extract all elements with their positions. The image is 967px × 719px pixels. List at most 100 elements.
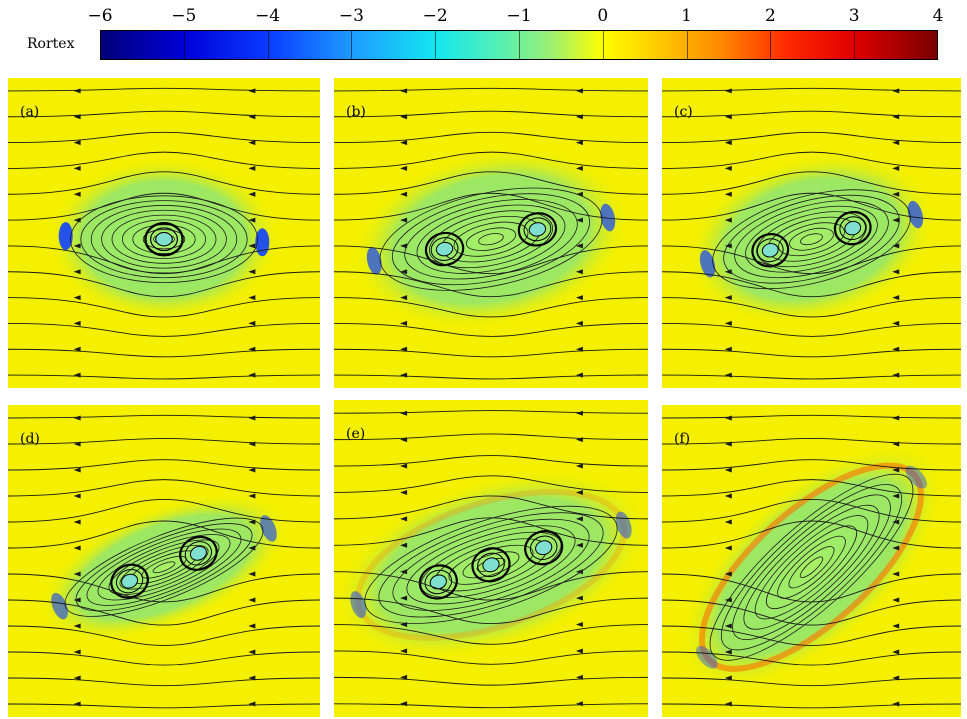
flow-arrow: [575, 569, 583, 575]
flow-arrow: [248, 623, 256, 629]
streamline: [8, 437, 320, 445]
streamline: [662, 498, 961, 523]
flow-arrow: [248, 545, 256, 551]
flow-arrow: [892, 623, 900, 629]
inner-vortex: [418, 564, 458, 600]
streamline: [334, 433, 648, 441]
colorbar-tick-label: −5: [171, 6, 197, 26]
flow-arrow: [575, 320, 583, 326]
flow-arrow: [892, 217, 900, 223]
flow-arrow: [724, 467, 732, 473]
inner-vortex: [110, 563, 149, 599]
flow-arrow: [248, 571, 256, 577]
closed-streamline: [404, 198, 578, 280]
flow-arrow: [892, 372, 900, 378]
flow-arrow: [724, 493, 732, 499]
flow-arrow: [892, 243, 900, 249]
flow-arrow: [248, 217, 256, 223]
inner-vortex: [529, 535, 558, 560]
flow-arrow: [248, 243, 256, 249]
colorbar-tick-label: −2: [422, 6, 448, 26]
panel-plot: [334, 410, 648, 709]
closed-streamline: [745, 205, 878, 273]
streamline: [662, 322, 961, 337]
colorbar: Rortex −6 −5 −4 −3 −2 −1 0 1 2 3 4: [0, 0, 967, 70]
flow-arrow: [724, 545, 732, 551]
vortex-region: [39, 493, 289, 642]
streamline: [8, 348, 320, 358]
closed-streamline: [453, 221, 529, 257]
panel-a: (a): [8, 78, 320, 388]
streamline: [662, 87, 961, 92]
streamline: [662, 131, 961, 144]
panel-plot: [662, 414, 961, 709]
streamline: [8, 677, 320, 687]
flow-arrow: [892, 701, 900, 707]
closed-streamline: [756, 211, 867, 268]
flow-arrow: [73, 165, 81, 171]
closed-streamline: [132, 224, 196, 255]
vortex-region: [686, 153, 937, 326]
flow-arrow: [73, 467, 81, 473]
streamline: [334, 455, 648, 467]
streamline: [8, 573, 320, 603]
panel-e: (e): [334, 400, 648, 717]
inner-vortex: [429, 574, 447, 590]
flow-arrow: [400, 410, 408, 416]
closed-streamline: [111, 214, 217, 264]
colorbar-separator: [602, 31, 604, 59]
streamline: [334, 571, 648, 601]
streamline: [662, 192, 961, 221]
flow-arrow: [400, 542, 408, 548]
flow-arrow: [724, 701, 732, 707]
closed-streamline: [799, 556, 824, 578]
flow-arrow: [575, 140, 583, 146]
colorbar-tick-label: 3: [848, 6, 860, 26]
flow-arrow: [724, 269, 732, 275]
flow-arrow: [400, 463, 408, 469]
inner-vortex: [121, 573, 139, 589]
flow-arrow: [400, 165, 408, 171]
flow-arrow: [575, 346, 583, 352]
closed-streamline: [462, 551, 520, 579]
closed-streamline: [743, 504, 880, 630]
inner-vortex: [144, 222, 184, 257]
negative-rortex-core: [905, 465, 927, 489]
closed-streamline: [428, 210, 554, 269]
colorbar-tick-label: 4: [932, 6, 944, 26]
streamline: [334, 322, 648, 337]
panel-label: (e): [346, 426, 366, 442]
colorbar-tick-label: 2: [764, 6, 776, 26]
streamline: [8, 414, 320, 419]
colorbar-tick-label: 0: [597, 6, 609, 26]
flow-arrow: [575, 372, 583, 378]
flow-arrow: [892, 649, 900, 655]
vorticity-halo: [39, 493, 289, 642]
vorticity-halo: [678, 443, 945, 692]
negative-rortex-core: [58, 222, 73, 251]
flow-arrow: [575, 463, 583, 469]
streamline: [334, 87, 648, 92]
flow-arrow: [575, 516, 583, 522]
streamline: [662, 479, 961, 497]
flow-arrow: [892, 346, 900, 352]
flow-arrow: [73, 243, 81, 249]
flow-arrow: [575, 88, 583, 94]
streamline: [662, 414, 961, 419]
flow-arrow: [892, 597, 900, 603]
streamline: [662, 520, 961, 549]
flow-arrow: [73, 571, 81, 577]
flow-arrow: [400, 489, 408, 495]
flow-arrow: [73, 88, 81, 94]
colorbar-separator: [519, 31, 520, 59]
streamline: [334, 151, 648, 169]
flow-arrow: [724, 165, 732, 171]
colorbar-separator: [770, 31, 772, 59]
closed-streamline: [86, 528, 242, 606]
streamline: [334, 517, 648, 546]
flow-arrow: [575, 648, 583, 654]
streamline: [334, 650, 648, 665]
closed-streamline: [734, 200, 889, 279]
streamline: [662, 171, 961, 195]
streamline: [8, 87, 320, 92]
